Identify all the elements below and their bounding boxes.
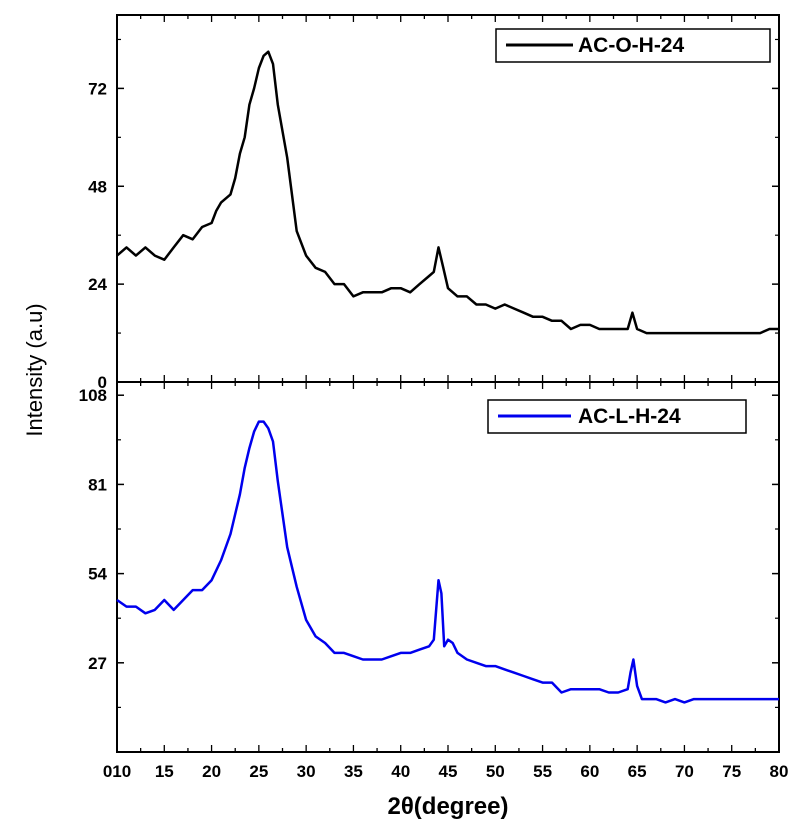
legend-ac-l-h-24: AC-L-H-24 [487,399,747,434]
y-tick-label: 0 [98,373,107,392]
x-tick-label: 55 [533,762,552,781]
x-tick-label: 35 [344,762,363,781]
bottom-panel-x-ticks [116,382,780,752]
x-tick-label: 20 [202,762,221,781]
x-axis-label: 2θ(degree) [387,793,508,820]
y-tick-label: 108 [79,386,107,405]
x-tick-label: 40 [391,762,410,781]
x-tick-label: 80 [770,762,789,781]
legend-label: AC-L-H-24 [578,405,681,428]
y-tick-label: 48 [88,177,107,196]
x-tick-label: 50 [486,762,505,781]
legend-ac-o-h-24: AC-O-H-24 [495,28,771,63]
top-panel-x-ticks [116,15,780,382]
top-panel-frame [116,14,780,383]
y-tick-label: 72 [88,79,107,98]
x-tick-label: 45 [439,762,458,781]
top-panel-y-axis: 0 24 48 72 [88,38,779,392]
bottom-panel-y-axis: 27 54 81 108 [79,386,779,709]
x-tick-label: 60 [580,762,599,781]
x-tick-label: 75 [722,762,741,781]
y-axis-label: Intensity (a.u) [22,303,47,436]
y-tick-label: 54 [88,565,107,584]
top-panel: 0 24 48 72 AC-O-H-24 [88,14,780,392]
y-tick-label: 24 [88,275,107,294]
x-tick-label: 010 [103,762,131,781]
y-tick-label: 27 [88,654,107,673]
y-tick-label: 81 [88,475,107,494]
series-line-ac-o-h-24 [116,50,779,335]
x-axis-tick-labels: 010 15 20 25 30 35 40 45 50 55 60 65 70 75 80 [103,762,789,781]
legend-label: AC-O-H-24 [578,34,684,57]
bottom-panel: 27 54 81 108 AC-L-H-24 [79,381,780,753]
x-tick-label: 15 [155,762,174,781]
series-line-ac-l-h-24 [116,420,779,704]
x-tick-label: 65 [628,762,647,781]
x-tick-label: 30 [297,762,316,781]
bottom-panel-frame [116,381,780,753]
x-tick-label: 70 [675,762,694,781]
x-tick-label: 25 [249,762,268,781]
